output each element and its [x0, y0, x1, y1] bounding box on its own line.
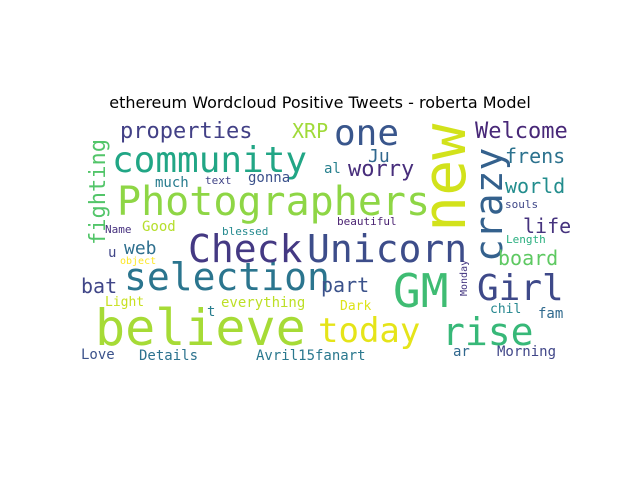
cloud-word-much: much	[155, 175, 189, 191]
cloud-word-xrp: XRP	[292, 119, 328, 143]
cloud-word-ar: ar	[453, 344, 470, 360]
cloud-word-board: board	[498, 246, 558, 270]
cloud-word-welcome: Welcome	[475, 119, 568, 144]
cloud-word-name: Name	[105, 223, 132, 236]
cloud-word-light: Light	[105, 295, 144, 310]
cloud-word-believe: believe	[95, 299, 306, 357]
cloud-word-properties: properties	[120, 119, 252, 144]
cloud-word-bat: bat	[81, 274, 117, 298]
cloud-word-morning: Morning	[497, 344, 556, 360]
cloud-word-blessed: blessed	[222, 225, 268, 238]
cloud-word-part: part	[321, 273, 369, 297]
cloud-word-today: today	[318, 311, 420, 351]
cloud-word-ju: Ju	[368, 146, 390, 167]
cloud-word-life: life	[523, 214, 571, 238]
cloud-word-one: one	[334, 113, 399, 154]
cloud-word-everything: everything	[221, 295, 305, 311]
cloud-word-web: web	[124, 238, 157, 259]
cloud-word-gm: GM	[393, 264, 448, 318]
cloud-word-object: object	[120, 256, 156, 267]
cloud-word-new: new	[410, 123, 480, 232]
cloud-word-avril15fanart: Avril15fanart	[256, 348, 366, 364]
cloud-word-fam: fam	[538, 306, 563, 322]
cloud-word-length: Length	[506, 233, 546, 246]
cloud-word-good: Good	[142, 219, 176, 235]
cloud-word-al: al	[324, 161, 341, 177]
cloud-word-t: t	[207, 304, 215, 320]
cloud-word-rise: rise	[442, 310, 534, 354]
cloud-word-dark: Dark	[340, 299, 371, 314]
cloud-word-selection: selection	[124, 255, 330, 299]
cloud-word-girl: Girl	[477, 268, 564, 309]
cloud-word-world: world	[505, 174, 565, 198]
cloud-word-check: Check	[188, 227, 303, 271]
cloud-word-photographers: Photographers	[117, 179, 430, 225]
chart-title: ethereum Wordcloud Positive Tweets - rob…	[109, 93, 531, 112]
cloud-word-unicorn: Unicorn	[307, 227, 467, 271]
cloud-word-love: Love	[81, 347, 115, 363]
cloud-word-frens: frens	[505, 144, 565, 168]
cloud-word-monday: Monday	[459, 260, 470, 296]
cloud-word-worry: worry	[348, 157, 414, 182]
cloud-word-community: community	[112, 140, 307, 181]
cloud-word-souls: souls	[505, 198, 538, 211]
cloud-word-gonna: gonna	[248, 170, 290, 186]
cloud-word-beautiful: beautiful	[337, 215, 397, 228]
cloud-word-chil: chil	[490, 302, 521, 317]
cloud-word-text: text	[205, 174, 232, 187]
cloud-word-crazy: crazy	[467, 148, 511, 262]
cloud-word-u: u	[108, 245, 116, 261]
cloud-word-fighting: fighting	[86, 139, 111, 245]
cloud-word-details: Details	[139, 348, 198, 364]
